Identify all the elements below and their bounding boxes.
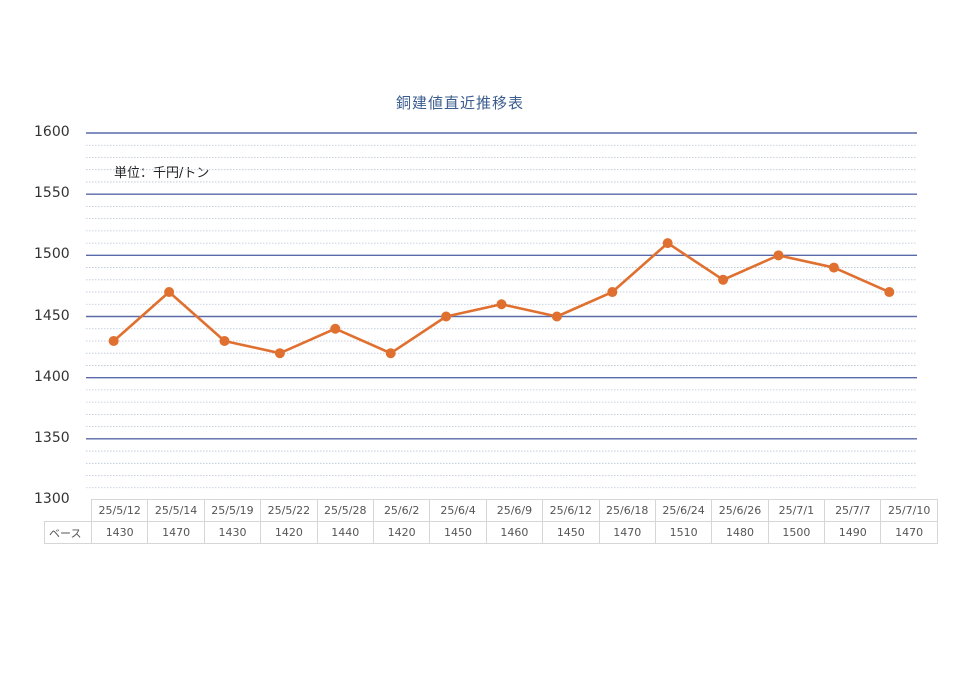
data-point [330, 323, 341, 334]
x-tick-label: 25/7/10 [880, 499, 938, 522]
x-tick-label: 25/5/14 [147, 499, 205, 522]
data-label: 1470 [147, 521, 205, 544]
x-tick-label: 25/5/19 [203, 499, 262, 522]
y-tick-label: 1400 [34, 368, 70, 385]
y-tick-label: 1300 [34, 491, 70, 507]
data-point [607, 287, 618, 298]
chart-title: 銅建値直近推移表 [395, 94, 524, 112]
y-tick-label: 1600 [34, 124, 70, 140]
data-point [773, 250, 784, 261]
data-label: 1430 [90, 521, 149, 544]
data-label: 1500 [767, 521, 826, 544]
x-tick-label: 25/5/12 [90, 499, 149, 522]
data-point [496, 299, 507, 310]
x-tick-label: 25/5/22 [260, 499, 318, 522]
data-point [441, 311, 452, 322]
data-label: 1430 [203, 521, 262, 544]
data-point [718, 274, 729, 285]
data-label: 1510 [654, 521, 713, 544]
x-tick-label: 25/6/4 [429, 499, 487, 522]
x-tick-label: 25/6/9 [485, 499, 544, 522]
x-tick-label: 25/5/28 [316, 499, 374, 522]
data-label: 1420 [260, 521, 318, 544]
category-row: 25/5/12 25/5/14 25/5/19 25/5/22 25/5/28 25/6/… [45, 499, 938, 522]
data-point [108, 335, 119, 346]
data-point [884, 287, 895, 298]
data-point [274, 348, 285, 359]
y-tick-label: 1500 [34, 246, 70, 263]
x-tick-label: 25/6/2 [372, 499, 431, 522]
data-label: 1440 [316, 521, 374, 544]
series-line [112, 241, 890, 355]
data-label: 1420 [372, 521, 431, 544]
data-label: 1450 [429, 521, 487, 544]
y-tick-label: 1350 [34, 429, 70, 446]
data-label: 1480 [711, 521, 769, 544]
x-tick-label: 25/6/12 [542, 499, 600, 522]
data-label: 1470 [880, 521, 938, 544]
data-point [662, 238, 673, 249]
value-row: ベース 1430 1470 1430 1420 1440 1420 1450 1460 1450… [44, 521, 938, 544]
data-table: 25/5/12 25/5/14 25/5/19 25/5/22 25/5/28 25/6/… [44, 499, 938, 544]
x-tick-label: 25/7/1 [767, 499, 826, 522]
table-corner [45, 500, 92, 522]
x-tick-label: 25/7/7 [824, 499, 882, 522]
data-label: 1470 [598, 521, 656, 544]
data-point [219, 335, 230, 346]
data-point [164, 287, 175, 298]
data-point [551, 311, 562, 322]
y-tick-label: 1450 [34, 307, 70, 324]
x-tick-label: 25/6/26 [711, 499, 769, 522]
y-tick-label: 1550 [34, 185, 70, 202]
data-label: 1490 [824, 521, 882, 544]
x-tick-label: 25/6/24 [654, 499, 713, 522]
x-tick-label: 25/6/18 [598, 499, 656, 522]
data-label: 1450 [542, 521, 600, 544]
data-label: 1460 [485, 521, 544, 544]
data-point [828, 262, 839, 273]
series-name-cell: ベース [44, 521, 92, 544]
data-point [385, 348, 396, 359]
